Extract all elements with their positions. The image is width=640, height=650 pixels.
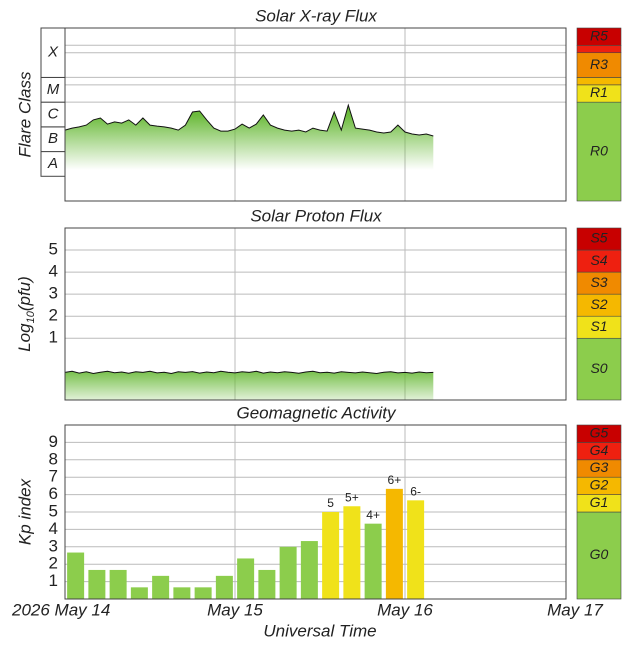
scale-label: S0	[590, 360, 607, 376]
area	[65, 105, 434, 201]
scale-label: G2	[590, 477, 609, 493]
scale-label: R1	[590, 84, 608, 100]
bar	[130, 587, 148, 599]
scale-label: S3	[590, 274, 607, 290]
bar	[407, 500, 425, 599]
x-axis-label: Universal Time	[263, 621, 376, 640]
x-tick-label: 2026 May 14	[11, 600, 110, 619]
flare-class-box	[40, 76, 66, 103]
bar-value-label: 6-	[410, 485, 421, 499]
bar	[88, 569, 106, 599]
panel-title: Solar X-ray Flux	[255, 6, 377, 25]
x-tick-label: May 16	[377, 600, 433, 619]
bar	[237, 558, 255, 599]
scale-band	[576, 44, 622, 54]
scale-band	[576, 77, 622, 86]
flare-class-label: C	[48, 105, 59, 122]
scale-label: R3	[590, 56, 608, 72]
scale-label: G0	[590, 546, 609, 562]
y-tick-label: 1	[49, 328, 58, 347]
line	[64, 370, 434, 375]
bar	[385, 488, 403, 599]
scale-band	[576, 227, 622, 251]
scale-band	[576, 52, 622, 78]
y-axis-label-base: Log	[15, 323, 34, 352]
scale-label: G5	[590, 424, 609, 440]
bar	[109, 569, 127, 599]
y-tick-label: 1	[49, 571, 58, 590]
bar	[152, 575, 170, 599]
scale-label: R0	[590, 142, 608, 158]
y-tick-label: 8	[49, 449, 58, 468]
scale-band	[576, 424, 622, 443]
scale-label: G3	[590, 459, 609, 475]
bar	[300, 541, 318, 599]
bar	[258, 569, 276, 599]
area	[65, 371, 434, 400]
plot-frame	[64, 227, 567, 401]
scale-label: G4	[590, 442, 609, 458]
y-axis-label-sub: 10	[25, 310, 37, 323]
scale-label: R5	[590, 27, 608, 43]
bar	[194, 587, 212, 599]
bar	[343, 506, 361, 599]
scale-label: S4	[590, 252, 607, 268]
y-axis-label: Kp index	[15, 478, 34, 545]
line	[64, 103, 434, 137]
flare-class-label: A	[47, 155, 58, 172]
flare-class-box	[40, 101, 66, 128]
y-tick-label: 5	[49, 240, 58, 259]
x-tick-label: May 15	[207, 600, 263, 619]
panel-title: Solar Proton Flux	[250, 206, 382, 225]
y-axis-label: Log10(pfu)	[15, 276, 36, 352]
y-tick-label: 4	[49, 519, 58, 538]
bar-value-label: 4+	[366, 508, 380, 522]
scale-band	[576, 27, 622, 46]
bar	[322, 512, 340, 599]
y-tick-label: 6	[49, 484, 58, 503]
y-tick-label: 5	[49, 501, 58, 520]
y-tick-label: 9	[49, 432, 58, 451]
y-axis-label: Flare Class	[15, 71, 34, 157]
bar	[279, 546, 297, 599]
scale-band	[576, 511, 622, 600]
scale-label: S2	[590, 296, 607, 312]
y-tick-label: 3	[49, 284, 58, 303]
x-tick-label: May 17	[547, 600, 603, 619]
panel-title: Geomagnetic Activity	[236, 403, 397, 422]
bar	[67, 552, 85, 599]
bar	[173, 587, 191, 599]
y-tick-label: 2	[49, 554, 58, 573]
flare-class-box	[40, 27, 66, 78]
scale-label: S1	[590, 318, 607, 334]
bar	[364, 523, 382, 599]
bar-value-label: 5+	[345, 490, 359, 504]
flare-class-label: X	[47, 44, 59, 61]
plot-frame	[64, 424, 567, 600]
bar-value-label: 5	[327, 496, 334, 510]
flare-class-label: M	[47, 81, 60, 98]
y-tick-label: 4	[49, 262, 58, 281]
plot-frame	[64, 27, 567, 202]
scale-label: G1	[590, 494, 609, 510]
y-tick-label: 7	[49, 467, 58, 486]
y-axis-label-unit: (pfu)	[15, 276, 34, 311]
scale-band	[576, 337, 622, 401]
scale-label: S5	[590, 230, 607, 246]
y-tick-label: 2	[49, 306, 58, 325]
y-tick-label: 3	[49, 536, 58, 555]
flare-class-label: B	[48, 130, 58, 147]
bar	[215, 575, 233, 599]
bar-value-label: 6+	[388, 473, 402, 487]
